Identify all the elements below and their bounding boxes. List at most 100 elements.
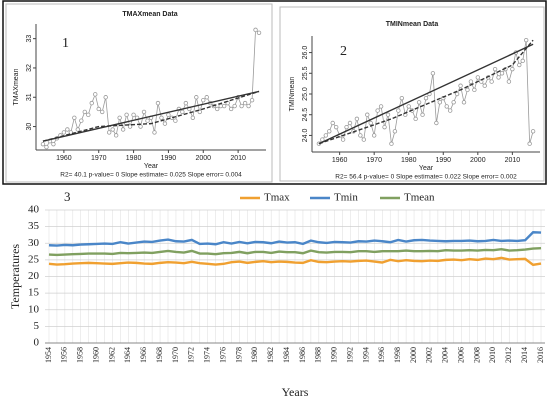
point: [447, 108, 453, 113]
point: [430, 71, 436, 76]
point: [145, 118, 150, 123]
point: [423, 95, 429, 101]
y-tick-label: 15: [28, 287, 40, 299]
point: [103, 95, 108, 100]
point: [510, 66, 515, 72]
y-tick-label: 25.0: [302, 87, 309, 101]
point: [530, 129, 536, 134]
point: [96, 106, 101, 112]
x-tick-label: 1980: [401, 157, 417, 164]
x-tick-label: 1970: [366, 157, 382, 164]
point: [152, 130, 157, 135]
x-tick-label: 1970: [91, 155, 107, 162]
point: [461, 100, 467, 105]
y-tick-label: 24.5: [302, 108, 309, 122]
point: [385, 112, 391, 117]
point: [249, 97, 255, 103]
point: [399, 95, 405, 101]
footnote: R2= 56.4 p-value= 0 Slope estimate= 0.02…: [335, 174, 517, 181]
x-tick-label: 1984: [282, 347, 291, 363]
point: [82, 109, 87, 115]
point: [215, 106, 220, 112]
point: [86, 112, 91, 118]
point: [120, 127, 126, 132]
point: [242, 100, 248, 106]
point: [166, 112, 171, 118]
point: [354, 116, 360, 122]
point: [365, 112, 370, 117]
panel-label: 2: [340, 44, 347, 59]
top-frame: [2, 0, 547, 185]
point: [79, 118, 84, 123]
y-tick-label: 26.0: [302, 46, 309, 60]
point: [75, 127, 81, 132]
y-tick-label: 31: [26, 93, 33, 101]
chart-title: TMAXmean Data: [122, 11, 177, 18]
x-axis-label: Years: [282, 385, 309, 399]
x-tick-label: 2014: [520, 347, 529, 363]
x-tick-label: 1996: [377, 347, 386, 363]
point: [323, 133, 329, 138]
x-tick-label: 1966: [139, 347, 148, 363]
y-tick-label: 30: [26, 123, 33, 131]
point: [489, 79, 494, 84]
point: [246, 103, 251, 109]
x-tick-label: 1976: [218, 347, 227, 363]
x-axis-label: Year: [419, 165, 434, 172]
point: [239, 103, 244, 109]
point: [517, 62, 522, 68]
point: [127, 124, 133, 129]
x-tick-label: 1990: [435, 157, 451, 164]
x-axis-label: Year: [144, 163, 159, 170]
series-line: [42, 29, 260, 148]
chart-title: TMINmean Data: [386, 21, 439, 28]
point: [124, 112, 129, 118]
x-tick-label: 1974: [203, 347, 212, 363]
point: [113, 133, 119, 138]
x-tick-label: 2012: [504, 347, 513, 363]
x-tick-label: 1980: [126, 155, 142, 162]
x-tick-label: 1970: [171, 347, 180, 363]
y-tick-label: 33: [26, 35, 33, 43]
x-tick-label: 2002: [425, 347, 434, 363]
point: [492, 66, 498, 72]
point: [389, 141, 394, 146]
x-tick-label: 2010: [488, 347, 497, 363]
point: [93, 92, 98, 97]
x-tick-label: 1954: [44, 347, 53, 363]
point: [340, 137, 346, 142]
point: [204, 95, 209, 100]
x-tick-label: 2000: [409, 347, 418, 363]
point: [155, 100, 161, 106]
x-tick-label: 1986: [298, 347, 307, 363]
point: [506, 79, 512, 84]
point: [138, 124, 143, 129]
point: [416, 100, 422, 105]
x-tick-label: 2000: [195, 155, 211, 162]
point: [468, 79, 474, 84]
fit-line: [42, 90, 260, 142]
y-tick-label: 20: [28, 270, 40, 282]
panel-label: 3: [64, 189, 71, 204]
x-tick-label: 2016: [536, 347, 545, 363]
point: [218, 103, 223, 109]
panel-label: 1: [62, 36, 69, 51]
point: [458, 83, 463, 88]
x-tick-label: 1956: [60, 347, 69, 363]
x-tick-label: 1958: [76, 347, 85, 363]
point: [51, 141, 56, 147]
x-tick-label: 1968: [155, 347, 164, 363]
x-tick-label: 1990: [161, 155, 177, 162]
point: [496, 75, 501, 80]
x-tick-label: 1990: [330, 347, 339, 363]
point: [180, 109, 185, 115]
y-tick-label: 5: [34, 320, 40, 332]
y-tick-label: 0: [34, 337, 40, 349]
point: [368, 120, 373, 126]
point: [375, 108, 380, 113]
x-tick-label: 1960: [332, 157, 348, 164]
series-line: [48, 256, 542, 267]
point: [162, 121, 168, 126]
point: [194, 95, 199, 100]
